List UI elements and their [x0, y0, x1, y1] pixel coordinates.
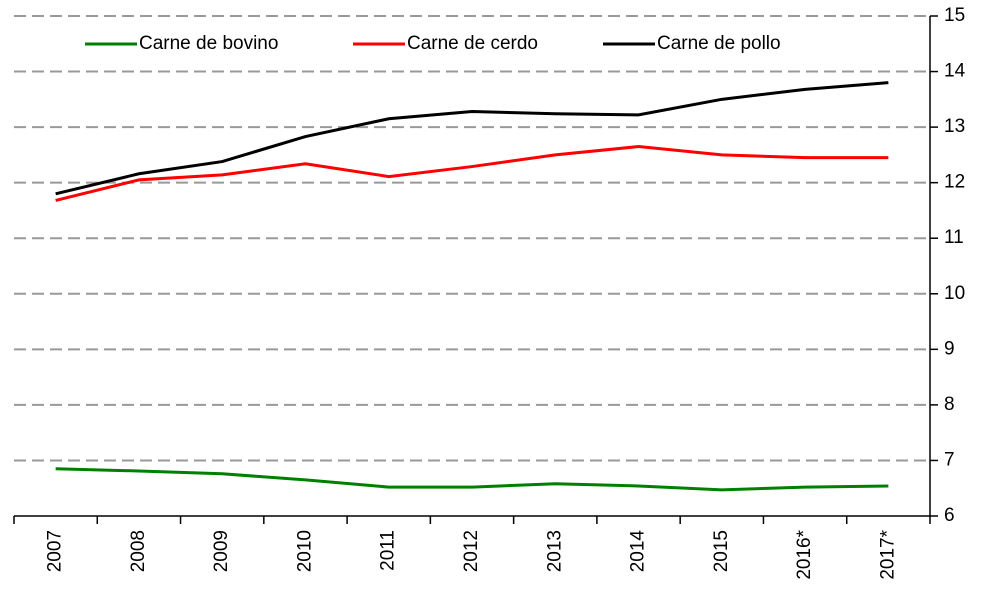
- x-tick-label: 2007: [45, 530, 66, 572]
- series-line: [55, 145, 889, 202]
- y-tick-label: 7: [944, 449, 955, 470]
- y-tick-label: 12: [944, 172, 965, 193]
- y-tick-label: 14: [944, 61, 966, 82]
- x-tick-label: 2013: [544, 530, 565, 572]
- y-tick-label: 9: [944, 338, 955, 359]
- y-tick-label: 11: [944, 227, 964, 248]
- y-tick-label: 10: [944, 283, 965, 304]
- x-tick-label: 2012: [461, 530, 482, 572]
- y-tick-label: 13: [944, 116, 965, 137]
- x-tick-label: 2008: [128, 530, 149, 572]
- y-tick-label: 8: [944, 394, 955, 415]
- x-tick-label: 2011: [378, 530, 399, 571]
- x-tick-label: 2010: [294, 530, 315, 572]
- y-tick-label: 6: [944, 505, 955, 526]
- x-tick-label: 2014: [628, 530, 649, 573]
- legend-label: Carne de cerdo: [407, 33, 538, 54]
- legend-label: Carne de pollo: [657, 33, 781, 54]
- x-tick-label: 2015: [711, 530, 732, 572]
- x-tick-label: 2009: [211, 530, 232, 572]
- series-line: [55, 467, 889, 492]
- x-tick-label: 2016*: [794, 529, 815, 579]
- y-tick-label: 15: [944, 5, 965, 26]
- series-line: [55, 81, 889, 196]
- x-tick-label: 2017*: [877, 529, 898, 579]
- legend-label: Carne de bovino: [139, 33, 278, 54]
